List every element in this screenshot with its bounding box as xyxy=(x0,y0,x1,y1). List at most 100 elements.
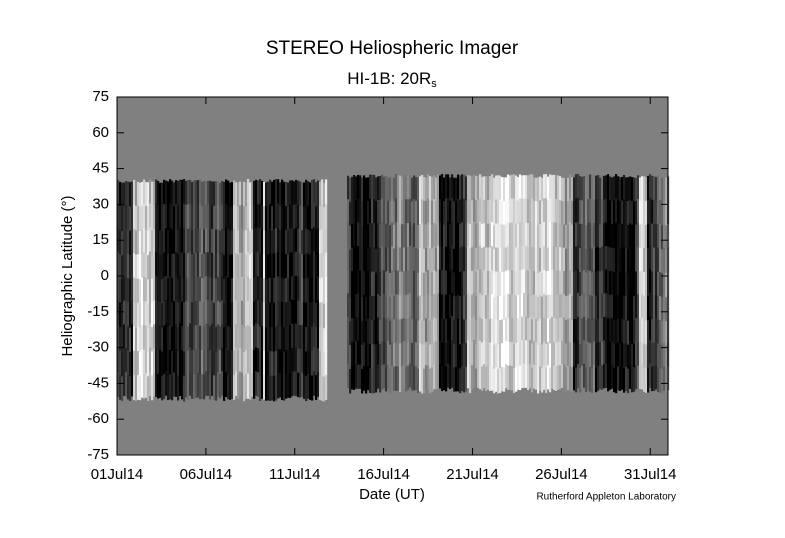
image-cell xyxy=(637,222,640,248)
image-cell xyxy=(315,206,318,232)
image-cell xyxy=(305,253,308,279)
image-cell xyxy=(427,198,430,223)
image-cell xyxy=(411,224,414,250)
image-cell xyxy=(295,371,298,397)
image-cell xyxy=(221,347,224,372)
image-cell xyxy=(603,293,606,318)
image-cell xyxy=(539,342,542,368)
image-cell xyxy=(359,340,362,366)
image-cell xyxy=(311,277,314,303)
image-cell xyxy=(639,201,642,226)
image-cell xyxy=(177,180,180,206)
image-cell xyxy=(127,326,130,352)
image-cell xyxy=(147,279,150,305)
image-cell xyxy=(445,198,448,224)
image-cell xyxy=(557,222,560,248)
image-cell xyxy=(629,317,632,342)
image-cell xyxy=(593,246,596,271)
image-cell xyxy=(271,278,274,304)
image-cell xyxy=(369,319,372,345)
image-cell xyxy=(645,272,648,298)
chart-title: STEREO Heliospheric Imager xyxy=(266,38,519,59)
image-cell xyxy=(191,374,194,399)
image-cell xyxy=(405,318,408,344)
image-cell xyxy=(639,247,642,272)
image-cell xyxy=(241,276,244,302)
image-cell xyxy=(375,320,378,345)
image-cell xyxy=(539,318,542,344)
image-cell xyxy=(569,270,572,295)
image-cell xyxy=(475,224,478,249)
image-cell xyxy=(561,364,564,388)
image-cell xyxy=(409,292,412,318)
image-cell xyxy=(353,365,356,390)
image-cell xyxy=(159,373,162,398)
image-cell xyxy=(521,222,524,247)
image-cell xyxy=(563,340,566,365)
image-cell xyxy=(363,246,366,272)
image-cell xyxy=(151,375,154,401)
image-cell xyxy=(585,201,588,226)
image-cell xyxy=(205,180,208,206)
image-cell xyxy=(483,176,486,201)
image-cell xyxy=(485,176,488,201)
image-cell xyxy=(247,349,250,375)
image-cell xyxy=(291,276,294,301)
image-cell xyxy=(195,349,198,374)
image-cell xyxy=(175,300,178,325)
image-cell xyxy=(253,374,256,399)
image-cell xyxy=(255,227,258,253)
image-cell xyxy=(591,248,594,274)
image-cell xyxy=(611,224,614,249)
image-cell xyxy=(419,224,422,249)
image-cell xyxy=(413,342,416,367)
image-cell xyxy=(145,373,148,398)
image-cell xyxy=(559,176,562,201)
image-cell xyxy=(215,205,218,231)
image-cell xyxy=(403,294,406,319)
image-cell xyxy=(481,247,484,273)
image-cell xyxy=(559,247,562,272)
image-cell xyxy=(655,271,658,296)
image-cell xyxy=(583,316,586,341)
image-cell xyxy=(519,365,522,391)
image-cell xyxy=(529,245,532,270)
image-cell xyxy=(559,294,562,319)
image-cell xyxy=(415,318,418,343)
image-cell xyxy=(189,227,192,253)
image-cell xyxy=(541,177,544,203)
image-cell xyxy=(479,340,482,366)
image-cell xyxy=(531,198,534,224)
image-cell xyxy=(441,294,444,319)
image-cell xyxy=(633,367,636,392)
image-cell xyxy=(477,316,480,341)
image-cell xyxy=(623,199,626,224)
image-cell xyxy=(619,295,622,320)
image-cell xyxy=(561,340,564,365)
image-cell xyxy=(233,301,236,327)
image-cell xyxy=(251,324,254,350)
image-cell xyxy=(371,344,374,370)
image-cell xyxy=(663,247,666,273)
image-cell xyxy=(157,277,160,303)
image-cell xyxy=(515,223,518,248)
image-cell xyxy=(595,175,598,201)
image-cell xyxy=(571,367,574,392)
image-cell xyxy=(121,206,124,232)
image-cell xyxy=(171,302,174,328)
image-cell xyxy=(497,368,500,394)
image-cell xyxy=(157,229,160,254)
image-cell xyxy=(609,341,612,367)
image-cell xyxy=(423,200,426,226)
image-cell xyxy=(587,318,590,343)
image-cell xyxy=(189,275,192,301)
image-cell xyxy=(405,247,408,272)
image-cell xyxy=(453,296,456,321)
image-cell xyxy=(619,319,622,344)
image-cell xyxy=(623,175,626,200)
image-cell xyxy=(547,341,550,366)
image-cell xyxy=(463,174,466,200)
image-cell xyxy=(465,295,468,320)
image-cell xyxy=(621,271,624,296)
image-cell xyxy=(383,364,386,389)
